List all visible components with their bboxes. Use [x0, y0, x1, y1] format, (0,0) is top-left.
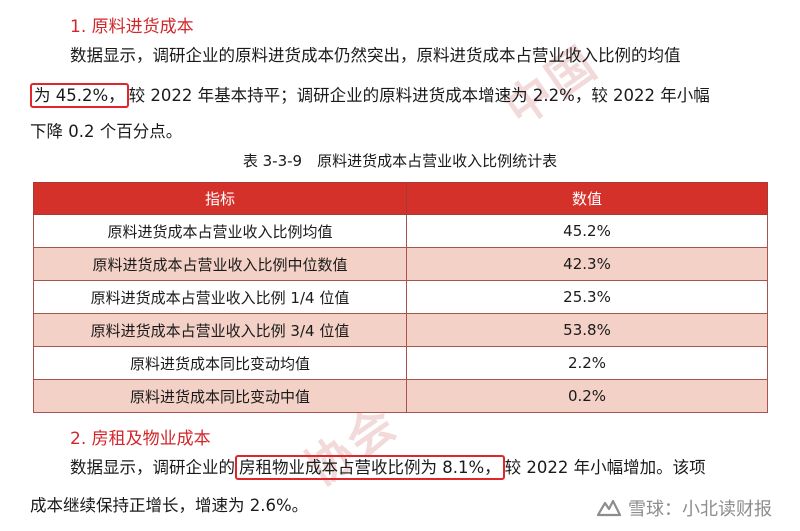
row-value: 2.2% [406, 346, 768, 380]
section1-heading: 1. 原料进货成本 [70, 17, 194, 37]
row-value: 45.2% [406, 214, 768, 248]
table-row: 原料进货成本占营业收入比例中位数值 42.3% [33, 247, 768, 281]
table-row: 原料进货成本同比变动中值 0.2% [33, 379, 768, 413]
section2-line1: 数据显示，调研企业的 房租物业成本占营收比例为 8.1%，较 2022 年小幅增加… [70, 452, 706, 484]
section1-line1: 数据显示，调研企业的原料进货成本仍然突出，原料进货成本占营业收入比例的均值 [70, 46, 681, 65]
row-value: 53.8% [406, 313, 768, 347]
table-row: 原料进货成本占营业收入比例均值 45.2% [33, 214, 768, 248]
section1-line2: 为 45.2%，较 2022 年基本持平；调研企业的原料进货成本增速为 2.2%… [30, 80, 710, 112]
section2-line1-post: 较 2022 年小幅增加。该项 [504, 458, 706, 477]
header-value: 数值 [406, 182, 768, 215]
row-label: 原料进货成本同比变动均值 [33, 346, 407, 380]
table-row: 原料进货成本同比变动均值 2.2% [33, 346, 768, 380]
row-label: 原料进货成本占营业收入比例 3/4 位值 [33, 313, 407, 347]
stats-table: 指标 数值 原料进货成本占营业收入比例均值 45.2% 原料进货成本占营业收入比… [33, 182, 768, 413]
table-row: 原料进货成本占营业收入比例 3/4 位值 53.8% [33, 313, 768, 347]
footer-logo: 雪球：小北读财报 [596, 495, 772, 521]
section2-heading: 2. 房租及物业成本 [70, 429, 211, 449]
table-header-row: 指标 数值 [33, 182, 768, 215]
header-indicator: 指标 [33, 182, 407, 215]
table-row: 原料进货成本占营业收入比例 1/4 位值 25.3% [33, 280, 768, 314]
snowball-logo-icon [596, 499, 622, 517]
highlight-box: 为 45.2%， [30, 83, 129, 108]
row-label: 原料进货成本占营业收入比例 1/4 位值 [33, 280, 407, 314]
table-caption: 表 3-3-9 原料进货成本占营业收入比例统计表 [242, 152, 558, 170]
row-label: 原料进货成本同比变动中值 [33, 379, 407, 413]
row-label: 原料进货成本占营业收入比例中位数值 [33, 247, 407, 281]
highlight-box: 房租物业成本占营收比例为 8.1%， [235, 455, 505, 480]
row-value: 0.2% [406, 379, 768, 413]
row-label: 原料进货成本占营业收入比例均值 [33, 214, 407, 248]
row-value: 42.3% [406, 247, 768, 281]
section1-line3: 下降 0.2 个百分点。 [30, 122, 183, 141]
section2-line2: 成本继续保持正增长，增速为 2.6%。 [30, 496, 309, 515]
row-value: 25.3% [406, 280, 768, 314]
section1-line2-rest: 较 2022 年基本持平；调研企业的原料进货成本增速为 2.2%，较 2022 … [128, 86, 710, 105]
logo-text: 雪球：小北读财报 [628, 499, 772, 520]
section2-line1-pre: 数据显示，调研企业的 [70, 458, 235, 477]
